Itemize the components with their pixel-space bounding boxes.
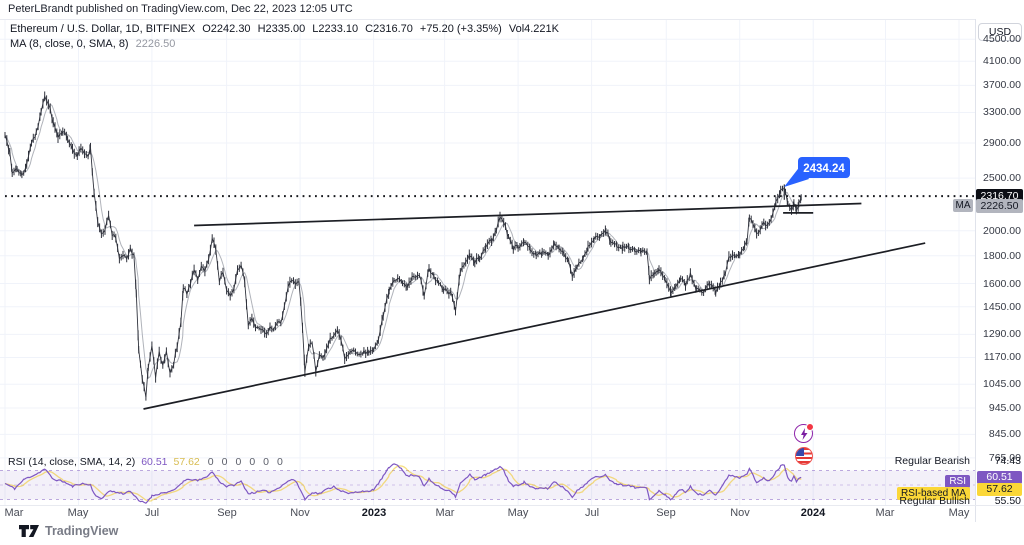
price-tick-label: 1045.00 [983,378,1021,390]
header-divider [0,19,1024,20]
time-tick-label: Mar [435,507,455,519]
currency-toggle-button[interactable]: USD [978,23,1022,41]
time-tick-label: Nov [730,507,750,519]
divergence-count: 0 [277,456,283,468]
tradingview-logo-icon [19,525,39,537]
ohlc-low: L2233.10 [312,23,359,35]
rsi-ma-current-value: 57.62 [173,456,200,468]
regular-bearish-value: 74.43 [994,455,1021,467]
symbol-legend[interactable]: Ethereum / U.S. Dollar, 1D, BITFINEX O224… [10,23,566,35]
price-axis-divider [975,19,976,522]
price-tick-label: 2900.00 [983,137,1021,149]
rsi-chip: RSI [945,471,970,489]
time-tick-label: 2024 [800,507,826,519]
tradingview-logo[interactable]: TradingView [18,524,118,538]
price-tick-label: 1450.00 [983,301,1021,313]
time-tick-label: May [67,507,89,519]
rsi-ma-line[interactable] [4,465,802,502]
price-tick-label: 3700.00 [983,79,1021,91]
price-tick-label: 1800.00 [983,250,1021,262]
regular-bearish-label: Regular Bearish [894,455,970,467]
ma-indicator-title: MA (8, close, 0, SMA, 8) [10,38,129,50]
divergence-count: 0 [207,456,214,468]
price-tick-label: 1600.00 [983,278,1021,290]
flag-canton [796,448,804,456]
price-tick-label: 765.00 [988,452,1021,464]
tradingview-logo-text: TradingView [45,524,119,538]
rsi-ma-value-chip: 57.62 [977,483,1022,496]
rsi-value-chip: 60.51 [977,471,1022,484]
time-tick-label: Jul [584,507,600,519]
price-tick-label: 2000.00 [983,225,1021,237]
price-axis[interactable] [976,19,1024,522]
price-tick-label: 3300.00 [983,106,1021,118]
price-tick-label: 2500.00 [983,172,1021,184]
trendline-upper[interactable] [194,202,862,227]
ma-tag: MA [953,199,973,212]
ma-indicator-value: 2226.50 [135,38,176,50]
ohlc-close: C2316.70 [365,23,413,35]
time-tick-label: Sep [656,507,676,519]
rsi-current-value: 60.51 [141,456,168,468]
time-tick-label: May [948,507,970,519]
symbol-title: Ethereum / U.S. Dollar, 1D, BITFINEX [10,23,196,35]
price-callout[interactable]: 2434.24 [784,157,850,187]
time-tick-label: Mar [875,507,895,519]
time-tick-label: Jul [144,507,160,519]
rsi-ma-chip: RSI-based MA [896,483,970,501]
ma-price-label: 2226.50 [976,199,1023,213]
svg-text:2434.24: 2434.24 [803,163,845,175]
time-tick-label: Sep [217,507,237,519]
byline: PeterLBrandt published on TradingView.co… [8,3,353,15]
time-tick-label: 2023 [361,507,387,519]
price-close-line[interactable] [4,95,802,398]
lightning-bolt-glyph [800,427,807,440]
time-tick-label: May [507,507,529,519]
volume-value: Vol4.221K [508,23,559,35]
price-tick-label: 1290.00 [983,328,1021,340]
divergence-count: 0 [235,456,242,468]
regular-bullish-value: 55.50 [994,495,1021,507]
change-value: +75.20 (+3.35%) [419,23,502,35]
price-tick-label: 4500.00 [983,33,1021,45]
ma8-line[interactable] [4,103,802,379]
time-axis-divider [0,505,1024,506]
time-tick-label: Mar [4,507,24,519]
divergence-count: 0 [249,456,256,468]
ohlc-open: O2242.30 [202,23,251,35]
lightning-event-icon[interactable] [794,423,814,443]
ohlc-high: H2335.00 [257,23,306,35]
notification-dot [806,423,814,431]
rsi-line[interactable] [4,463,802,504]
price-tick-label: 1170.00 [983,351,1021,363]
rsi-indicator-legend[interactable]: RSI (14, close, SMA, 14, 2) 60.51 57.62 0 0 0… [8,456,283,468]
rsi-indicator-title: RSI (14, close, SMA, 14, 2) [8,456,136,468]
trendline-lower[interactable] [143,242,926,410]
divergence-count: 0 [263,456,269,468]
price-tick-label: 4100.00 [983,55,1021,67]
price-tick-label: 845.00 [988,428,1021,440]
divergence-count: 0 [221,456,228,468]
time-tick-label: Nov [290,507,310,519]
us-flag-event-icon[interactable] [795,447,813,465]
regular-bullish-label: Regular Bullish [899,495,970,507]
price-tick-label: 945.00 [988,402,1021,414]
ma-indicator-legend[interactable]: MA (8, close, 0, SMA, 8) 2226.50 [10,38,182,50]
